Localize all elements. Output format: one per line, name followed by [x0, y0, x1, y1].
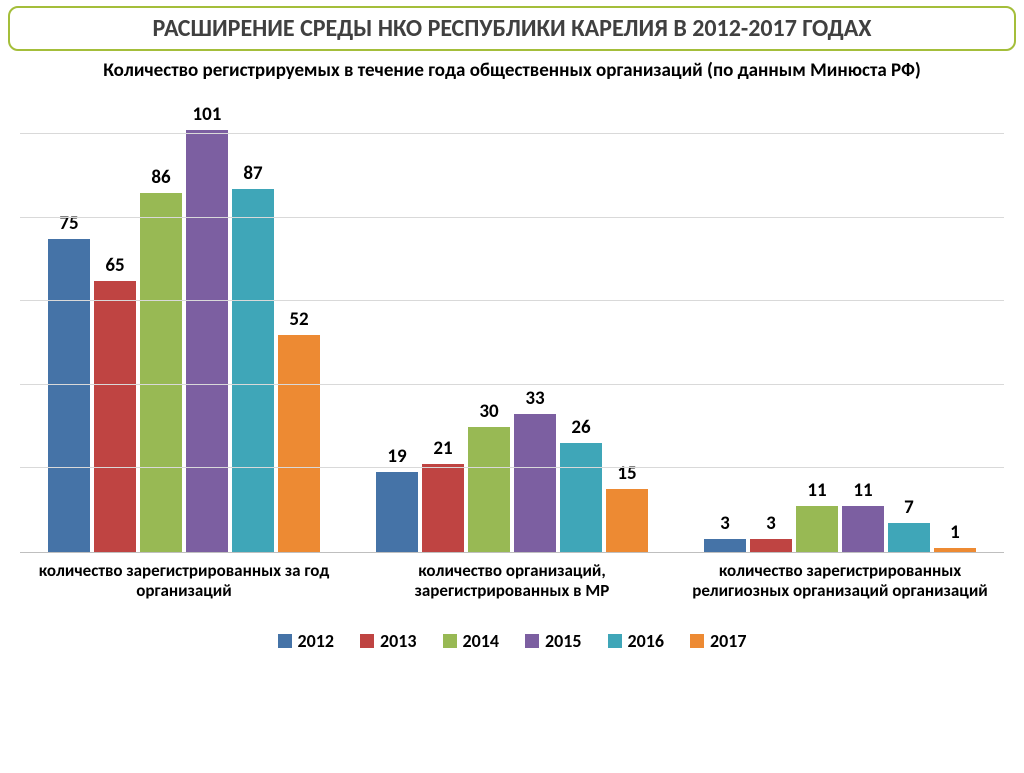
bar-value-label: 87	[232, 162, 274, 185]
gridline	[20, 217, 1004, 218]
bar-group: 192130332615	[348, 93, 676, 552]
legend-label: 2014	[463, 630, 500, 652]
bar: 15	[606, 489, 648, 552]
bar: 101	[186, 130, 228, 551]
subtitle-text: Количество регистрируемых в течение года…	[103, 59, 921, 82]
bar: 1	[934, 548, 976, 552]
legend-label: 2013	[380, 630, 417, 652]
bar-chart: 756586101875219213033261533111171 количе…	[20, 93, 1004, 652]
bar-fill	[48, 239, 90, 552]
legend-item: 2012	[278, 630, 335, 652]
bar-value-label: 101	[186, 103, 228, 126]
bar-fill	[94, 281, 136, 552]
legend-label: 2017	[710, 630, 747, 652]
bar-fill	[606, 489, 648, 552]
bar-fill	[186, 130, 228, 551]
bar: 26	[560, 443, 602, 551]
bar-value-label: 26	[560, 416, 602, 439]
bar-value-label: 52	[278, 308, 320, 331]
legend-label: 2015	[545, 630, 582, 652]
bar: 11	[796, 506, 838, 552]
subtitle: Количество регистрируемых в течение года…	[60, 59, 964, 83]
bar-value-label: 19	[376, 445, 418, 468]
bar-value-label: 86	[140, 166, 182, 189]
bar: 30	[468, 427, 510, 552]
bar-value-label: 21	[422, 437, 464, 460]
plot-area: 756586101875219213033261533111171	[20, 93, 1004, 553]
page-title: РАСШИРЕНИЕ СРЕДЫ НКО РЕСПУБЛИКИ КАРЕЛИЯ …	[8, 6, 1016, 51]
x-axis-labels: количество зарегистрированных за год орг…	[20, 561, 1004, 602]
bar-fill	[376, 472, 418, 551]
bar-fill	[704, 539, 746, 552]
bar-value-label: 11	[796, 479, 838, 502]
legend-label: 2016	[628, 630, 665, 652]
bar-value-label: 7	[888, 496, 930, 519]
bar-fill	[934, 548, 976, 552]
bar-value-label: 3	[750, 512, 792, 535]
legend-swatch	[278, 634, 292, 648]
bar-value-label: 30	[468, 400, 510, 423]
bar-fill	[468, 427, 510, 552]
bar-fill	[278, 335, 320, 552]
bar: 86	[140, 193, 182, 552]
bar-value-label: 15	[606, 462, 648, 485]
gridline	[20, 467, 1004, 468]
legend-item: 2015	[525, 630, 582, 652]
bar: 65	[94, 281, 136, 552]
title-text: РАСШИРЕНИЕ СРЕДЫ НКО РЕСПУБЛИКИ КАРЕЛИЯ …	[153, 14, 872, 43]
legend-swatch	[443, 634, 457, 648]
x-axis-label: количество зарегистрированных за год орг…	[20, 561, 348, 602]
bar-group: 7565861018752	[20, 93, 348, 552]
x-axis-label: количество организаций, зарегистрированн…	[348, 561, 676, 602]
bar-fill	[140, 193, 182, 552]
x-axis-label: количество зарегистрированных религиозны…	[676, 561, 1004, 602]
bar-group: 33111171	[676, 93, 1004, 552]
gridline	[20, 300, 1004, 301]
bar-value-label: 11	[842, 479, 884, 502]
bar-value-label: 3	[704, 512, 746, 535]
legend: 2012 2013 2014 2015 2016 2017	[20, 630, 1004, 652]
bar-fill	[796, 506, 838, 552]
bar-value-label: 65	[94, 254, 136, 277]
legend-swatch	[360, 634, 374, 648]
bar-fill	[842, 506, 884, 552]
bar-value-label: 33	[514, 387, 556, 410]
legend-swatch	[608, 634, 622, 648]
bar: 21	[422, 464, 464, 552]
bar: 3	[750, 539, 792, 552]
bar-fill	[888, 523, 930, 552]
legend-label: 2012	[298, 630, 335, 652]
bar: 33	[514, 414, 556, 552]
bar: 3	[704, 539, 746, 552]
legend-item: 2014	[443, 630, 500, 652]
gridline	[20, 384, 1004, 385]
legend-swatch	[690, 634, 704, 648]
bar: 87	[232, 189, 274, 552]
legend-item: 2017	[690, 630, 747, 652]
bar-value-label: 1	[934, 521, 976, 544]
bar-value-label: 75	[48, 212, 90, 235]
legend-item: 2013	[360, 630, 417, 652]
legend-swatch	[525, 634, 539, 648]
bar: 7	[888, 523, 930, 552]
bar-groups: 756586101875219213033261533111171	[20, 93, 1004, 552]
gridline	[20, 133, 1004, 134]
bar-fill	[560, 443, 602, 551]
bar-fill	[750, 539, 792, 552]
bar: 19	[376, 472, 418, 551]
bar-fill	[514, 414, 556, 552]
bar-fill	[232, 189, 274, 552]
legend-item: 2016	[608, 630, 665, 652]
bar-fill	[422, 464, 464, 552]
bar: 11	[842, 506, 884, 552]
bar: 75	[48, 239, 90, 552]
bar: 52	[278, 335, 320, 552]
